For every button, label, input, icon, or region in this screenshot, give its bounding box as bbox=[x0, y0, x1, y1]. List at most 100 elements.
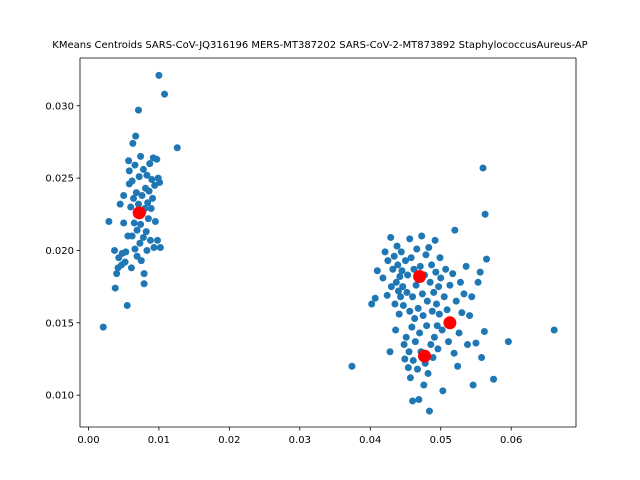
data-point bbox=[143, 171, 151, 179]
data-point bbox=[410, 265, 418, 273]
data-point bbox=[452, 297, 460, 305]
data-point bbox=[456, 278, 464, 286]
plot-area bbox=[80, 58, 576, 427]
data-point bbox=[120, 191, 128, 199]
data-point bbox=[435, 310, 443, 318]
y-tick-label: 0.015 bbox=[45, 318, 74, 329]
data-point bbox=[389, 265, 397, 273]
data-point bbox=[438, 326, 446, 334]
data-point bbox=[394, 287, 402, 295]
data-point bbox=[454, 362, 462, 370]
data-point bbox=[413, 365, 421, 373]
data-point bbox=[428, 261, 436, 269]
data-point bbox=[393, 242, 401, 250]
data-point bbox=[433, 322, 441, 330]
data-point bbox=[140, 280, 148, 288]
data-point bbox=[137, 257, 145, 265]
data-point bbox=[135, 173, 143, 181]
data-point bbox=[130, 194, 138, 202]
data-point bbox=[130, 219, 138, 227]
x-tick-label: 0.05 bbox=[430, 435, 452, 446]
centroid-points bbox=[132, 206, 457, 363]
data-point bbox=[413, 245, 421, 253]
x-tick-label: 0.01 bbox=[148, 435, 170, 446]
data-point bbox=[464, 341, 471, 349]
data-point bbox=[427, 341, 435, 349]
axes-frame bbox=[79, 57, 577, 428]
data-point bbox=[430, 333, 438, 341]
data-point bbox=[131, 245, 139, 253]
data-point bbox=[111, 284, 119, 292]
data-point bbox=[399, 301, 407, 309]
y-tick-label: 0.010 bbox=[45, 391, 74, 402]
data-point bbox=[483, 255, 491, 263]
data-point bbox=[443, 306, 451, 314]
data-point bbox=[153, 155, 161, 163]
data-point bbox=[431, 236, 439, 244]
data-point bbox=[411, 338, 419, 346]
data-point bbox=[379, 274, 387, 282]
data-point bbox=[402, 333, 410, 341]
x-tick-label: 0.03 bbox=[289, 435, 311, 446]
data-point bbox=[446, 281, 454, 289]
data-point bbox=[156, 244, 164, 252]
data-point bbox=[151, 218, 159, 226]
data-point bbox=[137, 152, 145, 160]
data-point bbox=[121, 258, 129, 266]
y-tick-label: 0.025 bbox=[45, 174, 74, 185]
data-point bbox=[154, 236, 161, 244]
data-point bbox=[430, 288, 438, 296]
data-point bbox=[433, 300, 440, 308]
data-point bbox=[404, 271, 412, 279]
data-point bbox=[479, 164, 487, 172]
data-point bbox=[125, 157, 133, 165]
data-point bbox=[429, 354, 437, 362]
data-point bbox=[472, 339, 480, 347]
data-point bbox=[418, 290, 426, 298]
data-point bbox=[426, 278, 434, 286]
centroid-point bbox=[413, 270, 427, 284]
data-point bbox=[404, 364, 412, 372]
data-point bbox=[412, 281, 420, 289]
data-point bbox=[425, 244, 433, 252]
y-axis: 0.010 0.015 0.020 0.025 0.030 bbox=[45, 101, 80, 402]
data-point bbox=[398, 267, 406, 275]
data-point bbox=[386, 348, 394, 356]
data-point bbox=[149, 194, 157, 202]
data-point bbox=[142, 228, 150, 236]
data-point bbox=[394, 261, 402, 269]
data-point bbox=[400, 341, 408, 349]
data-point bbox=[383, 291, 391, 299]
data-point bbox=[147, 204, 155, 212]
data-point bbox=[462, 262, 470, 270]
data-point bbox=[407, 254, 415, 262]
data-point bbox=[395, 310, 403, 318]
data-point bbox=[437, 274, 445, 282]
x-tick-label: 0.06 bbox=[500, 435, 522, 446]
data-point bbox=[133, 252, 141, 260]
data-point bbox=[415, 396, 423, 404]
data-point bbox=[402, 257, 409, 265]
data-point bbox=[444, 338, 452, 346]
data-point bbox=[409, 397, 417, 405]
data-points bbox=[99, 71, 558, 415]
data-point bbox=[146, 236, 154, 244]
data-point bbox=[425, 407, 433, 415]
data-point bbox=[140, 270, 148, 278]
data-point bbox=[387, 233, 395, 241]
data-point bbox=[406, 235, 414, 243]
data-point bbox=[144, 215, 152, 223]
data-point bbox=[155, 71, 163, 79]
data-point bbox=[123, 301, 131, 309]
chart-title: KMeans Centroids SARS-CoV-JQ316196 MERS-… bbox=[52, 40, 587, 51]
data-point bbox=[419, 312, 427, 320]
data-point bbox=[131, 161, 139, 169]
data-point bbox=[368, 300, 376, 308]
data-point bbox=[406, 307, 414, 315]
data-point bbox=[550, 326, 558, 334]
data-point bbox=[480, 327, 488, 335]
data-point bbox=[134, 106, 142, 114]
data-point bbox=[416, 262, 424, 270]
data-point bbox=[132, 132, 140, 140]
data-point bbox=[450, 349, 458, 357]
